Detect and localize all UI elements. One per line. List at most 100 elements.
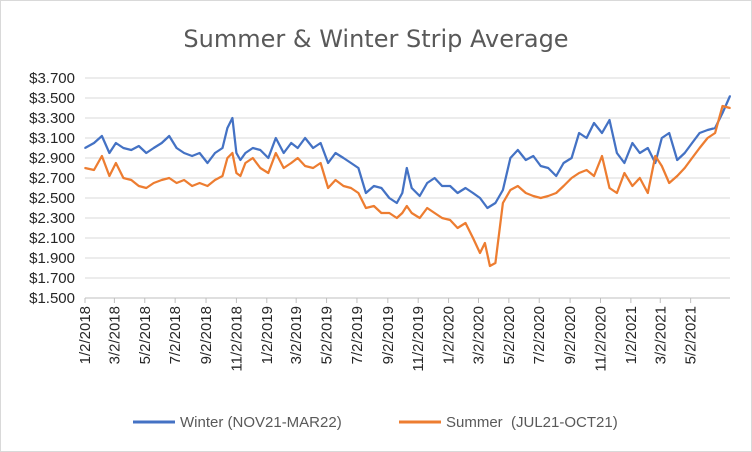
y-tick-label: $3.700 (29, 70, 75, 87)
x-tick-label: 7/2/2019 (349, 306, 366, 364)
summer-data-point (191, 185, 194, 187)
summer-data-point (342, 185, 345, 187)
winter-data-point (267, 157, 270, 159)
summer-data-point (357, 192, 360, 194)
summer-data-point (152, 182, 155, 184)
winter-data-point (231, 117, 234, 119)
summer-data-point (601, 155, 603, 157)
summer-data-point (319, 162, 322, 164)
summer-data-point (168, 177, 171, 179)
summer-data-point (729, 107, 731, 109)
summer-data-point (489, 265, 491, 267)
winter-data-point (683, 152, 686, 154)
summer-data-point (714, 132, 716, 134)
winter-data-point (410, 187, 413, 189)
summer-data-point (206, 185, 209, 187)
winter-data-point (494, 202, 497, 204)
x-tick-label: 11/2/2019 (410, 306, 427, 372)
y-tick-label: $2.500 (29, 190, 75, 207)
winter-data-point (562, 162, 565, 164)
summer-data-point (479, 252, 481, 254)
summer-data-point (145, 187, 148, 189)
winter-data-point (433, 177, 436, 179)
summer-data-point (290, 162, 293, 164)
winter-data-point (357, 167, 360, 169)
summer-data-point (638, 177, 641, 179)
summer-data-point (676, 175, 679, 177)
winter-data-point (191, 155, 194, 157)
winter-data-point (183, 152, 186, 154)
summer-data-point (721, 105, 724, 107)
summer-data-point (239, 175, 242, 177)
winter-data-point (115, 142, 117, 144)
winter-data-point (698, 132, 701, 134)
summer-data-point (691, 157, 693, 159)
winter-data-point (350, 162, 352, 164)
summer-data-point (532, 195, 535, 197)
winter-data-point (168, 135, 171, 137)
summer-data-point (593, 175, 595, 177)
x-tick-label: 1/2/2021 (623, 306, 640, 364)
winter-data-point (93, 142, 95, 144)
y-tick-label: $2.900 (29, 150, 75, 167)
summer-data-point (350, 187, 352, 189)
winter-data-point (312, 147, 314, 149)
x-tick-label: 5/2/2018 (137, 306, 154, 364)
summer-data-point (304, 165, 306, 167)
summer-data-point (251, 157, 254, 159)
summer-data-point (509, 189, 512, 191)
winter-data-point (388, 197, 391, 199)
winter-data-point (539, 165, 542, 167)
summer-data-point (312, 167, 314, 169)
summer-data-point (494, 262, 497, 264)
summer-data-point (175, 182, 178, 184)
summer-data-point (426, 207, 429, 209)
y-tick-label: $2.700 (29, 170, 75, 187)
winter-data-point (532, 155, 535, 157)
winter-data-point (660, 137, 663, 139)
summer-data-point (122, 177, 125, 179)
winter-data-point (601, 132, 603, 134)
winter-data-point (479, 197, 481, 199)
summer-data-point (259, 167, 262, 169)
summer-data-point (631, 185, 634, 187)
winter-data-point (578, 132, 580, 134)
summer-data-point (578, 172, 580, 174)
winter-data-point (380, 187, 383, 189)
summer-data-point (616, 192, 618, 194)
gridlines (85, 77, 730, 299)
summer-data-point (137, 185, 140, 187)
winter-data-point (282, 152, 285, 154)
summer-data-point (441, 217, 443, 219)
summer-data-point (231, 152, 234, 154)
winter-data-point (334, 152, 337, 154)
winter-data-point (721, 112, 724, 114)
series-line-winter (84, 95, 732, 210)
winter-data-point (729, 95, 731, 97)
summer-data-point (484, 242, 486, 244)
summer-data-point (464, 222, 467, 224)
summer-data-point (654, 155, 657, 157)
y-tick-label: $1.500 (29, 290, 75, 307)
summer-data-point (456, 227, 459, 229)
winter-data-point (593, 122, 595, 124)
summer-data-point (410, 212, 413, 214)
summer-data-point (365, 207, 367, 209)
winter-data-point (84, 147, 86, 149)
summer-data-point (585, 169, 588, 171)
winter-data-point (290, 142, 293, 144)
axes: $3.700 $3.500 $3.300 $3.100 $2.900 $2.700 $2.5… (29, 70, 700, 372)
winter-data-point (395, 202, 398, 204)
summer-data-point (115, 162, 117, 164)
winter-data-point (555, 175, 558, 177)
x-tick-label: 9/2/2020 (562, 306, 579, 364)
winter-data-point (418, 195, 421, 197)
winter-data-point (691, 142, 693, 144)
winter-data-point (296, 147, 299, 149)
summer-data-point (472, 237, 474, 239)
summer-data-point (516, 185, 519, 187)
winter-data-point (365, 192, 367, 194)
winter-data-point (638, 152, 641, 154)
x-tick-label: 11/2/2020 (593, 306, 610, 372)
winter-data-point (585, 137, 588, 139)
